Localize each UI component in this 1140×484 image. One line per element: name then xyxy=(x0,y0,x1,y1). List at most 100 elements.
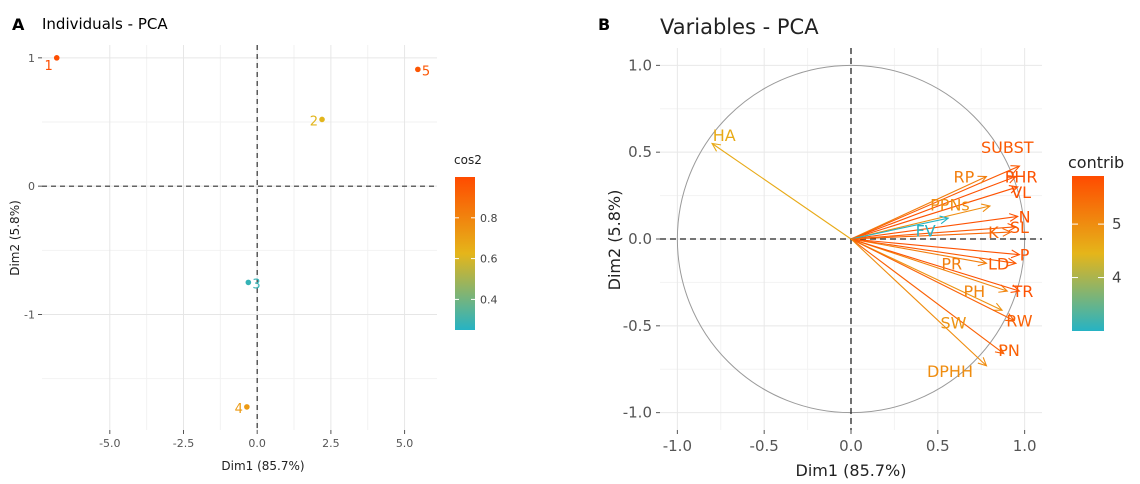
panel-a-points: 1 2 3 4 5 xyxy=(44,55,430,417)
variable-arrowhead xyxy=(1007,257,1018,267)
panel-b: B Variables - PCA -1.0 -0.5 0.0 0.5 1.0 1.0 0.… xyxy=(598,15,1124,480)
variable-arrow xyxy=(850,186,1018,240)
variable-arrow xyxy=(850,238,1017,264)
x-tick-label: -5.0 xyxy=(99,437,120,450)
variable-arrow xyxy=(850,175,987,240)
variable-arrowhead xyxy=(1010,165,1021,174)
variable-arrow xyxy=(850,226,1016,240)
individual-point-label: 5 xyxy=(422,64,430,79)
individual-point-label: 4 xyxy=(235,402,243,417)
panel-a-axes: -5.0 -2.5 0.0 2.5 5.0 1 0 -1 xyxy=(24,45,437,450)
x-tick-label: 0.0 xyxy=(839,437,863,455)
individual-point xyxy=(319,116,325,123)
variable-label: DPHH xyxy=(927,362,973,381)
variable-label: LD xyxy=(988,254,1009,273)
variable-label: VL xyxy=(1011,183,1031,202)
individual-point-label: 2 xyxy=(310,114,318,129)
panel-b-letter: B xyxy=(598,15,610,34)
y-tick-label: 0 xyxy=(28,180,35,193)
variable-arrowhead xyxy=(977,357,988,367)
panel-b-x-axis-label: Dim1 (85.7%) xyxy=(796,461,907,480)
variable-arrowhead xyxy=(993,302,1004,311)
panel-b-colorbar xyxy=(1072,176,1104,331)
panel-a-legend: cos2 0.4 0.6 0.8 xyxy=(454,153,498,330)
panel-b-y-axis-label: Dim2 (5.8%) xyxy=(605,190,624,291)
variable-label: PR xyxy=(941,254,962,273)
x-tick-label: -0.5 xyxy=(750,437,779,455)
variable-arrow xyxy=(850,231,1011,240)
panel-a-plot-area xyxy=(42,45,437,430)
panel-b-legend-ticks: 45 xyxy=(1072,215,1122,287)
variable-arrow xyxy=(850,217,949,240)
variable-arrow xyxy=(850,238,987,367)
panel-b-legend: contrib 45 xyxy=(1068,153,1124,331)
panel-a-y-axis-label: Dim2 (5.8%) xyxy=(8,200,22,276)
y-tick-label: 1 xyxy=(28,52,35,65)
panel-a-legend-title: cos2 xyxy=(454,153,482,167)
legend-tick-label: 0.4 xyxy=(480,293,498,306)
legend-tick-label: 4 xyxy=(1112,269,1122,287)
variable-label: K xyxy=(988,223,999,242)
x-tick-label: 2.5 xyxy=(322,437,340,450)
variable-arrowhead xyxy=(1002,227,1013,237)
y-tick-label: 1.0 xyxy=(628,56,652,74)
variable-label: SL xyxy=(1010,218,1029,237)
y-tick-label: -0.5 xyxy=(623,317,652,335)
individual-point xyxy=(245,279,252,286)
panel-a-colorbar xyxy=(455,177,475,330)
y-tick-label: -1.0 xyxy=(623,404,652,422)
variable-arrow xyxy=(850,238,1020,292)
panel-a-title: Individuals - PCA xyxy=(42,15,168,33)
variable-arrowhead xyxy=(998,284,1009,293)
variable-label: HA xyxy=(713,126,736,145)
legend-tick-label: 0.6 xyxy=(480,253,498,266)
variable-label: RP xyxy=(953,167,974,186)
variable-arrowhead xyxy=(1010,249,1021,259)
y-tick-label: -1 xyxy=(24,309,35,322)
x-tick-label: -2.5 xyxy=(173,437,194,450)
variable-arrowhead xyxy=(1005,313,1016,322)
variable-label: N xyxy=(1019,207,1031,226)
variable-label: PHR xyxy=(1005,167,1038,186)
variable-label: SUBST xyxy=(981,138,1034,157)
x-tick-label: 5.0 xyxy=(396,437,414,450)
variable-arrow xyxy=(850,238,1005,355)
variable-label: PPNs xyxy=(930,195,970,214)
panel-b-arrows xyxy=(711,142,1021,367)
variable-arrow xyxy=(850,238,1015,322)
panel-a: A Individuals - PCA -5.0 -2.5 0.0 2.5 5.010-… xyxy=(8,15,498,473)
variable-arrow xyxy=(711,143,852,240)
variable-arrowhead xyxy=(711,142,722,152)
panel-b-legend-title: contrib xyxy=(1068,153,1124,172)
variable-arrow xyxy=(850,165,1020,240)
x-tick-label: 0.0 xyxy=(248,437,266,450)
variable-label: RW xyxy=(1006,312,1032,331)
variable-arrowhead xyxy=(1007,223,1018,232)
variable-label: P xyxy=(1020,246,1030,265)
variable-arrowhead xyxy=(981,203,992,213)
panel-b-title: Variables - PCA xyxy=(660,15,819,39)
variable-label: SW xyxy=(940,313,966,332)
variable-arrowhead xyxy=(939,215,950,225)
individual-point-label: 1 xyxy=(44,59,52,74)
panel-a-x-axis-label: Dim1 (85.7%) xyxy=(221,459,304,473)
variable-arrowhead xyxy=(1008,185,1019,194)
variable-label: TR xyxy=(1011,282,1033,301)
variable-arrowhead xyxy=(1008,213,1019,222)
x-tick-label: 1.0 xyxy=(1013,437,1037,455)
x-tick-label: -1.0 xyxy=(663,437,692,455)
variable-arrowhead xyxy=(1010,284,1021,293)
legend-tick-label: 5 xyxy=(1112,215,1122,233)
variable-label: PH xyxy=(963,282,985,301)
individual-point-label: 3 xyxy=(252,277,260,292)
variable-arrow xyxy=(850,238,987,264)
panel-a-legend-ticks: 0.4 0.6 0.8 xyxy=(455,212,498,306)
variable-label: PN xyxy=(998,341,1020,360)
variable-arrowhead xyxy=(977,175,988,184)
variable-arrow xyxy=(850,238,1020,256)
y-tick-label: 0.0 xyxy=(628,230,652,248)
variable-arrowhead xyxy=(977,257,988,267)
variable-arrow xyxy=(850,175,1017,240)
